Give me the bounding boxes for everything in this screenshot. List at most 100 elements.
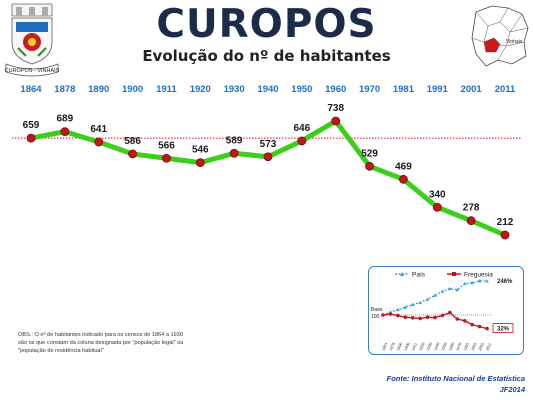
end-label-box — [492, 323, 514, 333]
inset-series-line — [382, 280, 488, 316]
data-label: 212 — [497, 217, 514, 228]
data-label: 573 — [260, 139, 277, 150]
inset-x-tick-label: 2011 — [485, 342, 492, 351]
data-label: 529 — [361, 148, 378, 159]
legend-label: Freguesia — [464, 272, 493, 279]
data-label: 566 — [158, 140, 175, 151]
data-point — [195, 158, 205, 168]
inset-x-tick-label: 1878 — [389, 342, 396, 351]
inset-data-point — [433, 315, 437, 320]
data-point — [500, 230, 510, 240]
data-point — [128, 149, 137, 159]
data-point — [297, 136, 307, 146]
legend-label: País — [412, 272, 426, 279]
base-value-label: 100 — [371, 314, 380, 320]
data-point — [399, 174, 408, 184]
inset-x-tick-label: 1970 — [456, 342, 463, 351]
inset-data-point — [448, 286, 452, 291]
data-point — [162, 153, 171, 163]
inset-data-point — [388, 312, 393, 316]
inset-chart-box: País Freguesia Base 100 246% 32% 1864 1878 1890 1… — [368, 266, 524, 355]
end-label-freguesia: 32% — [497, 327, 510, 333]
inset-data-point — [455, 288, 460, 292]
data-label: 546 — [192, 145, 209, 156]
inset-x-tick-label: 1960 — [448, 342, 455, 351]
inset-data-point — [425, 297, 430, 301]
x-tick-label: 1991 — [427, 84, 449, 95]
source-text: Fonte: Instituto Nacional de Estatística — [386, 374, 525, 383]
x-tick-label: 1911 — [156, 84, 177, 95]
inset-data-point — [470, 281, 474, 285]
data-point — [331, 116, 341, 126]
x-tick-label: 1940 — [257, 84, 278, 95]
x-tick-label: 1960 — [325, 84, 346, 95]
x-tick-label: 1878 — [54, 84, 75, 95]
inset-data-point — [462, 281, 467, 286]
data-label: 340 — [429, 189, 446, 200]
x-tick-label: 1981 — [393, 84, 415, 95]
crest-text: CUROPOS - VINHAIS — [5, 68, 60, 74]
inset-data-point — [440, 289, 445, 293]
chart-subtitle: Evolução do nº de habitantes — [142, 47, 391, 65]
inset-x-tick-label: 1981 — [463, 342, 470, 351]
legend-marker — [400, 272, 404, 276]
data-point — [432, 202, 442, 212]
x-tick-label: 1864 — [20, 84, 42, 95]
data-label: 278 — [463, 203, 480, 214]
inset-data-point — [485, 326, 489, 331]
parish-crest: CUROPOS - VINHAIS — [5, 3, 60, 77]
inset-x-tick-label: 1864 — [381, 342, 388, 351]
inset-data-point — [403, 315, 408, 319]
inset-data-point — [381, 313, 385, 317]
inset-x-tick-label: 1950 — [441, 342, 448, 351]
author-text: JF2014 — [499, 385, 525, 394]
data-label: 589 — [226, 135, 243, 146]
data-label: 586 — [124, 136, 141, 147]
source-block: Fonte: Instituto Nacional de Estatística… — [387, 374, 525, 396]
data-label: 469 — [395, 161, 412, 172]
page-title: CUROPOS — [156, 2, 377, 47]
inset-x-tick-label: 1920 — [418, 342, 425, 351]
location-map: Vinhais — [471, 5, 529, 67]
inset-data-point — [485, 279, 489, 283]
inset-data-point — [410, 316, 415, 320]
data-label: 659 — [23, 120, 40, 131]
x-tick-label: 2001 — [461, 84, 483, 95]
inset-x-tick-label: 1991 — [470, 342, 477, 351]
inset-data-point — [440, 313, 445, 318]
inset-data-point — [418, 316, 422, 321]
inset-x-tick-label: 1940 — [433, 342, 440, 351]
inset-data-point — [396, 313, 400, 318]
inset-x-tick-label: 2001 — [478, 342, 485, 351]
data-label: 641 — [90, 124, 107, 135]
inset-x-tick-label: 1890 — [396, 342, 403, 351]
note-text: OBS.: O nº de habitantes indicado para o… — [18, 332, 184, 354]
map-label: Vinhais — [506, 39, 523, 45]
inset-data-point — [418, 300, 422, 305]
inset-data-point — [470, 322, 474, 327]
x-tick-label: 1930 — [224, 84, 245, 95]
end-label-pais: 246% — [497, 279, 513, 285]
inset-data-point — [462, 319, 467, 323]
inset-x-tick-label: 1911 — [411, 342, 418, 351]
data-point — [60, 127, 70, 137]
x-tick-label: 1900 — [122, 84, 143, 95]
data-label: 689 — [57, 114, 74, 125]
data-label: 738 — [327, 103, 344, 114]
base-label: Base — [371, 307, 383, 313]
legend-marker — [452, 272, 456, 276]
inset-data-point — [425, 315, 430, 319]
inset-data-point — [448, 310, 452, 315]
x-tick-label: 1950 — [291, 84, 312, 95]
inset-data-point — [403, 305, 408, 309]
x-tick-label: 1920 — [190, 84, 211, 95]
x-tick-label: 1890 — [88, 84, 109, 95]
inset-x-tick-label: 1930 — [426, 342, 433, 351]
inset-data-point — [477, 324, 482, 329]
inset-data-point — [396, 307, 400, 312]
data-point — [229, 148, 239, 158]
data-point — [365, 161, 374, 171]
inset-data-point — [433, 293, 437, 297]
data-point — [263, 152, 273, 162]
